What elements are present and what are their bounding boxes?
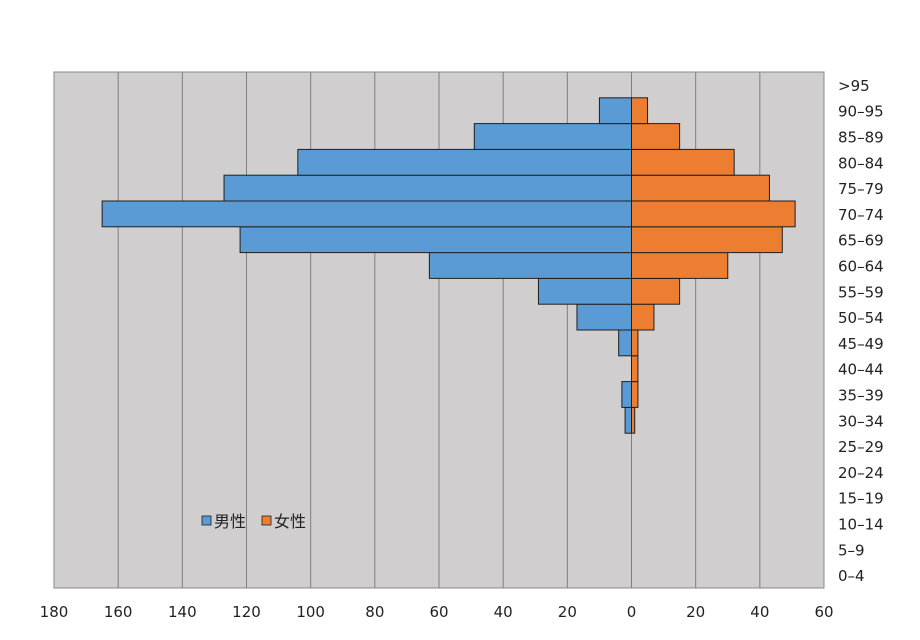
age-group-label: 85–89 (838, 129, 884, 147)
age-group-label: 0–4 (838, 567, 865, 585)
bar-female (631, 148, 735, 176)
bar-female (631, 329, 639, 357)
legend: 男性 女性 (201, 512, 306, 531)
x-axis-tick-labels: 180 160 140 120 100 80 60 40 20 0 20 40 60 (40, 603, 834, 621)
age-group-label: 15–19 (838, 490, 884, 508)
x-tick-label: 40 (750, 603, 769, 621)
age-group-label: >95 (838, 77, 870, 95)
legend-swatch (201, 515, 212, 526)
age-group-label: 30–34 (838, 412, 884, 430)
bar-male (223, 174, 633, 202)
bar-male (618, 329, 633, 357)
bar-female (631, 355, 639, 383)
bar-female (631, 381, 639, 408)
bar-female (631, 277, 681, 305)
bar-male (473, 123, 632, 150)
age-group-label: 60–64 (838, 258, 884, 276)
bar-female (631, 123, 681, 150)
bars (101, 97, 796, 434)
age-group-label: 5–9 (838, 541, 865, 559)
age-group-label: 50–54 (838, 309, 884, 327)
bar-male (624, 406, 632, 434)
x-tick-label: 100 (296, 603, 325, 621)
x-tick-label: 80 (365, 603, 384, 621)
x-tick-label: 180 (40, 603, 69, 621)
age-group-label: 65–69 (838, 232, 884, 250)
x-tick-label: 120 (232, 603, 261, 621)
bar-female (631, 303, 655, 331)
bar-female (631, 252, 729, 279)
x-tick-label: 0 (627, 603, 637, 621)
bar-male (598, 97, 633, 125)
age-group-label: 45–49 (838, 335, 884, 353)
bar-female (631, 226, 783, 254)
age-group-label: 55–59 (838, 283, 884, 301)
x-tick-label: 160 (104, 603, 133, 621)
age-group-labels: 0–4 5–9 10–14 15–19 20–24 25–29 30–34 35–39 40–4… (838, 77, 884, 585)
age-group-label: 25–29 (838, 438, 884, 456)
bar-male (297, 148, 632, 176)
bar-female (631, 174, 770, 202)
x-tick-label: 40 (494, 603, 513, 621)
x-tick-label: 60 (429, 603, 448, 621)
x-tick-label: 20 (686, 603, 705, 621)
x-tick-label: 60 (814, 603, 833, 621)
bar-male (101, 200, 632, 228)
age-group-label: 35–39 (838, 387, 884, 405)
x-tick-label: 20 (558, 603, 577, 621)
bar-male (239, 226, 632, 254)
bar-female (631, 200, 796, 228)
age-group-label: 10–14 (838, 516, 884, 534)
age-group-label: 80–84 (838, 154, 884, 172)
legend-swatch (261, 515, 272, 526)
x-tick-label: 140 (168, 603, 197, 621)
bar-female (631, 406, 636, 434)
age-group-label: 90–95 (838, 103, 884, 121)
bar-male (537, 277, 632, 305)
bar-female (631, 97, 649, 125)
legend-label: 男性 (214, 512, 246, 531)
age-group-label: 40–44 (838, 361, 884, 379)
legend-label: 女性 (274, 512, 306, 531)
bar-male (428, 252, 632, 279)
bar-male (621, 381, 632, 408)
bar-male (576, 303, 632, 331)
age-group-label: 20–24 (838, 464, 884, 482)
age-group-label: 70–74 (838, 206, 884, 224)
age-group-label: 75–79 (838, 180, 884, 198)
